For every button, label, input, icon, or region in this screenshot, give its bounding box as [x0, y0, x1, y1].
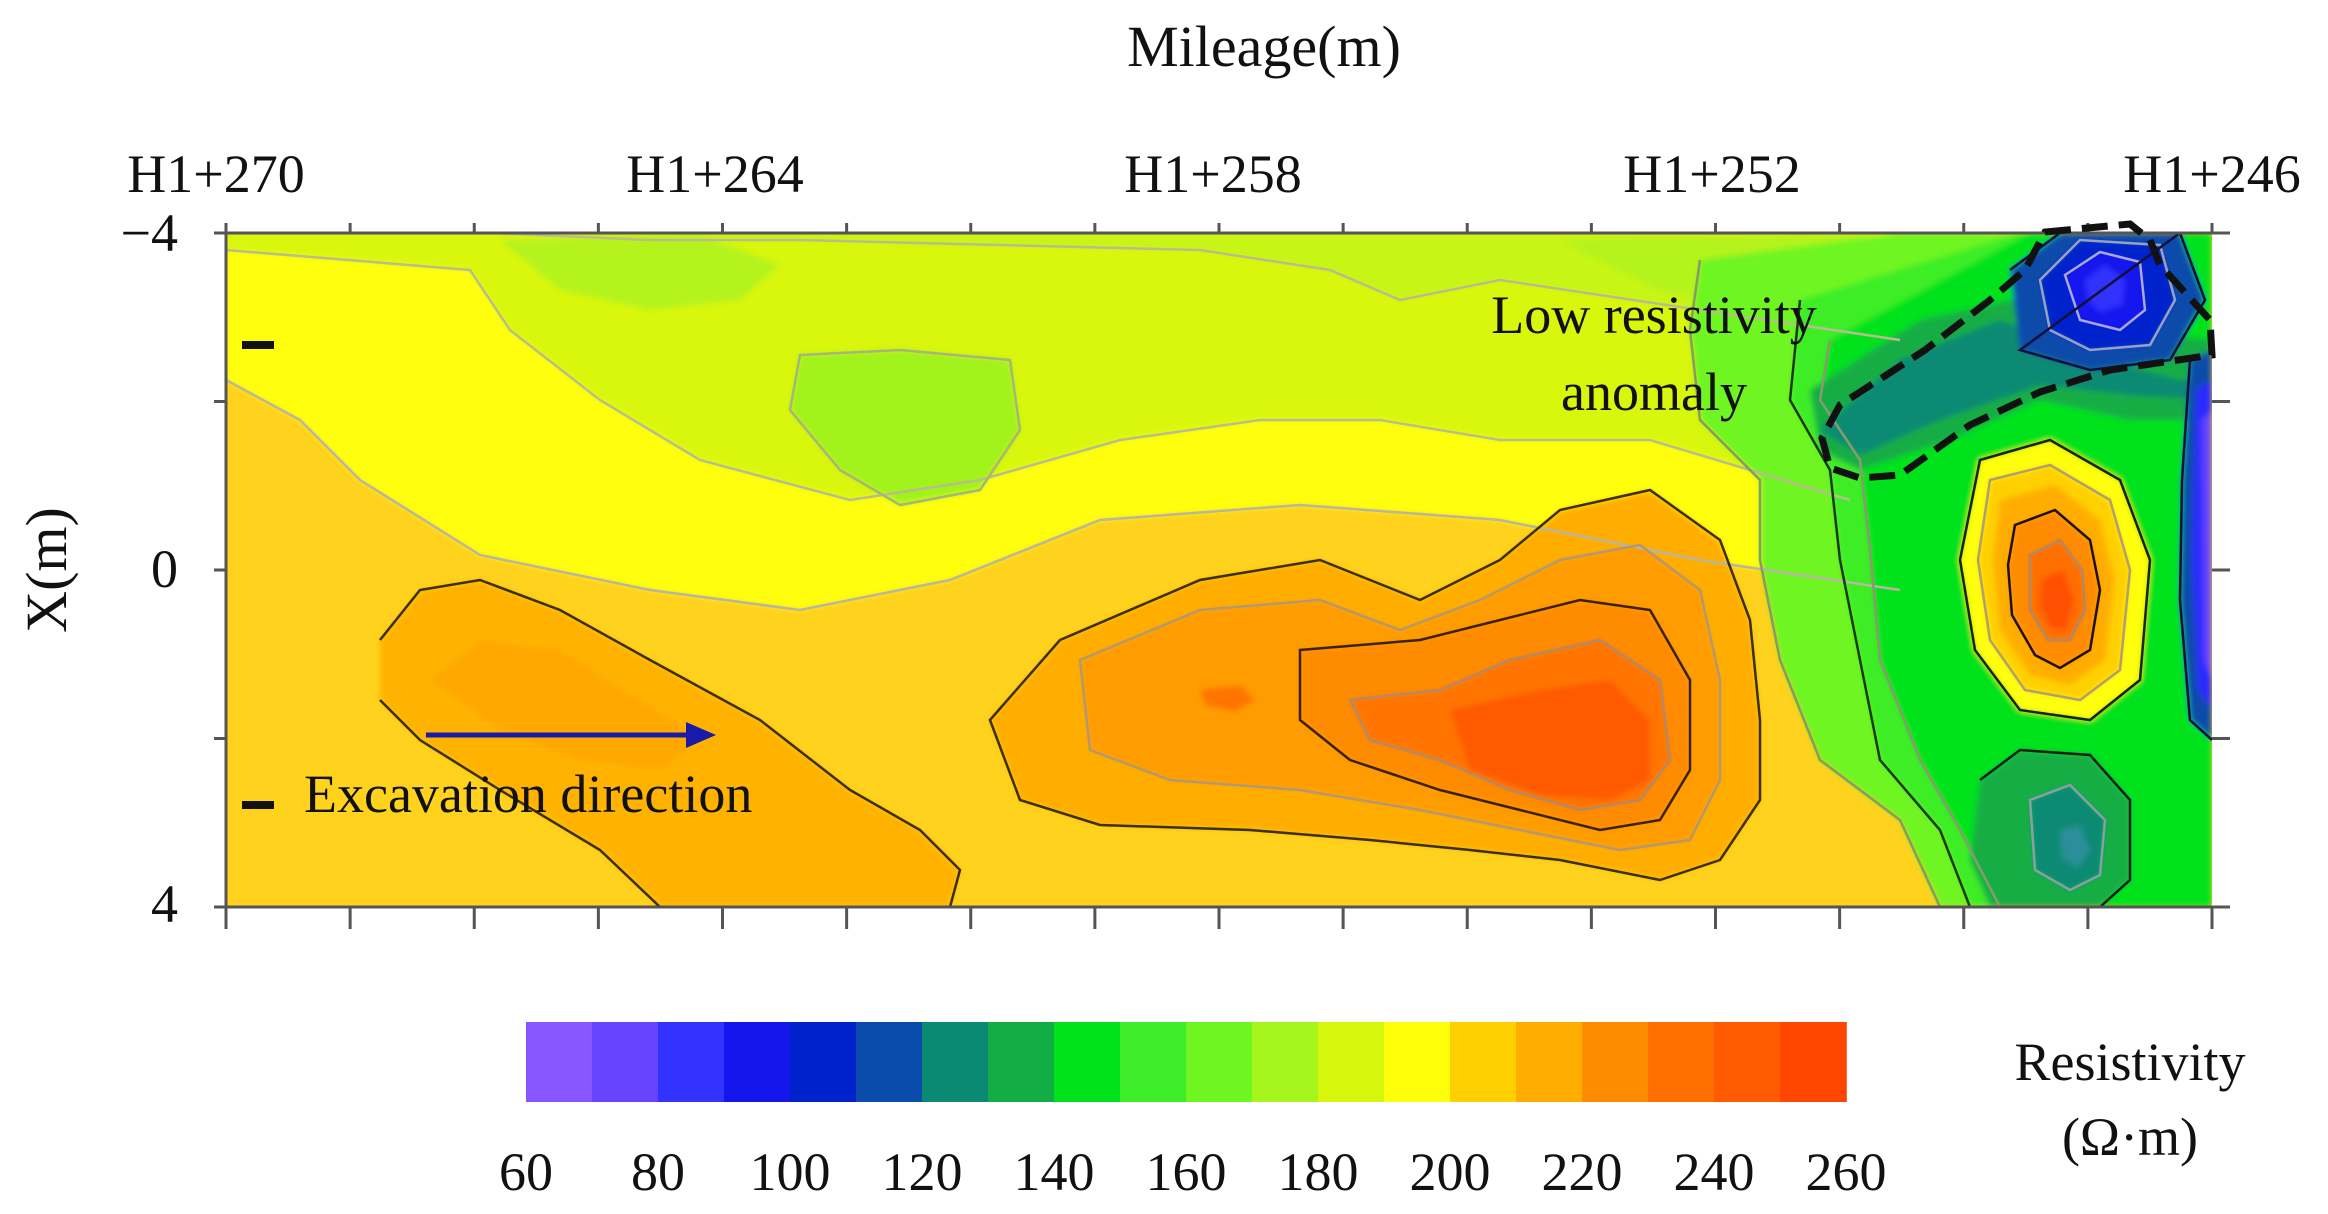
- colorbar-swatch: [658, 1022, 725, 1102]
- axis-ticks: [214, 223, 2230, 929]
- contour-band: [2040, 570, 2074, 630]
- anomaly-label-line1: Low resistivity: [1491, 285, 1816, 345]
- isoline: [2063, 250, 2147, 332]
- colorbar-tick-label: 180: [1278, 1142, 1359, 1202]
- colorbar-swatch: [1582, 1022, 1649, 1102]
- colorbar-tick-label: 220: [1542, 1142, 1623, 1202]
- colorbar-unit: (Ω·m): [2062, 1107, 2198, 1167]
- x-tick-label: H1+246: [2123, 144, 2300, 204]
- colorbar-swatch: [790, 1022, 857, 1102]
- contour-band: [1450, 680, 1650, 800]
- isoline: [489, 233, 1901, 342]
- x-tick-label: H1+270: [127, 144, 304, 204]
- x-tick-label: H1+252: [1623, 144, 1800, 204]
- colorbar-swatch: [1516, 1022, 1583, 1102]
- colorbar-swatch: [1450, 1022, 1517, 1102]
- resistivity-contour-map: [226, 233, 2212, 907]
- contour-band: [790, 350, 1020, 505]
- isoline: [2028, 538, 2087, 642]
- colorbar-ticks: 60 80 100 120 140 160 180 200 220 240 260: [499, 1142, 1887, 1202]
- edge-marker: [242, 801, 274, 809]
- colorbar-tick-label: 200: [1410, 1142, 1491, 1202]
- colorbar-tick-label: 140: [1014, 1142, 1095, 1202]
- direction-label: Excavation direction: [304, 764, 752, 824]
- edge-marker: [242, 341, 274, 349]
- contour-line-dark: [1958, 438, 2152, 722]
- colorbar-swatch: [1714, 1022, 1781, 1102]
- colorbar-swatch: [1252, 1022, 1319, 1102]
- contour-line-dark: [1788, 299, 1972, 907]
- colorbar-swatch: [724, 1022, 791, 1102]
- x-tick-label: H1+258: [1124, 144, 1301, 204]
- isoline: [1976, 463, 2132, 702]
- isoline: [2028, 783, 2107, 892]
- colorbar: [526, 1022, 1847, 1102]
- contour-line-dark: [1298, 598, 1692, 832]
- colorbar-swatch: [1780, 1022, 1847, 1102]
- colorbar-tick-label: 240: [1674, 1142, 1755, 1202]
- colorbar-tick-label: 80: [631, 1142, 685, 1202]
- colorbar-swatch: [1318, 1022, 1385, 1102]
- isoline: [1348, 638, 1672, 812]
- y-tick-label: 0: [151, 539, 178, 599]
- colorbar-swatch: [1186, 1022, 1253, 1102]
- contour-band: [2202, 410, 2212, 680]
- isoline: [1078, 543, 1722, 852]
- colorbar-swatch: [1384, 1022, 1451, 1102]
- colorbar-swatch: [988, 1022, 1055, 1102]
- colorbar-tick-label: 120: [882, 1142, 963, 1202]
- direction-arrow-head: [686, 722, 716, 748]
- isoline: [1818, 339, 2002, 907]
- isoline: [226, 248, 1851, 502]
- contour-line-dark: [1979, 748, 2132, 907]
- isoline: [2038, 238, 2177, 352]
- y-tick-label: 4: [151, 874, 178, 934]
- isoline: [226, 378, 1901, 612]
- contour-line-dark: [2178, 359, 2212, 741]
- colorbar-tick-label: 100: [750, 1142, 831, 1202]
- colorbar-title: Resistivity: [2014, 1032, 2245, 1092]
- colorbar-swatch: [526, 1022, 593, 1102]
- contour-line-dark: [988, 488, 1762, 882]
- isoline: [788, 348, 1022, 507]
- contour-band: [1200, 685, 1255, 712]
- colorbar-swatch: [1648, 1022, 1715, 1102]
- colorbar-tick-label: 260: [1806, 1142, 1887, 1202]
- contour-line-dark: [2006, 508, 2102, 670]
- contour-line-dark: [379, 699, 661, 907]
- colorbar-swatch: [856, 1022, 923, 1102]
- contour-band: [2060, 825, 2090, 868]
- x-tick-label: H1+264: [626, 144, 803, 204]
- x-axis-title: Mileage(m): [1127, 14, 1401, 79]
- anomaly-label-line2: anomaly: [1561, 362, 1747, 422]
- y-axis-title: X(m): [14, 507, 79, 633]
- colorbar-swatch: [592, 1022, 659, 1102]
- colorbar-tick-label: 160: [1146, 1142, 1227, 1202]
- colorbar-swatch: [1120, 1022, 1187, 1102]
- colorbar-tick-label: 60: [499, 1142, 553, 1202]
- contour-line-dark: [379, 578, 962, 907]
- isoline: [1688, 259, 1942, 907]
- y-tick-label: −4: [121, 203, 178, 263]
- contour-band: [500, 235, 780, 310]
- colorbar-swatch: [922, 1022, 989, 1102]
- colorbar-swatch: [1054, 1022, 1121, 1102]
- anomaly-outline: [1818, 220, 2216, 482]
